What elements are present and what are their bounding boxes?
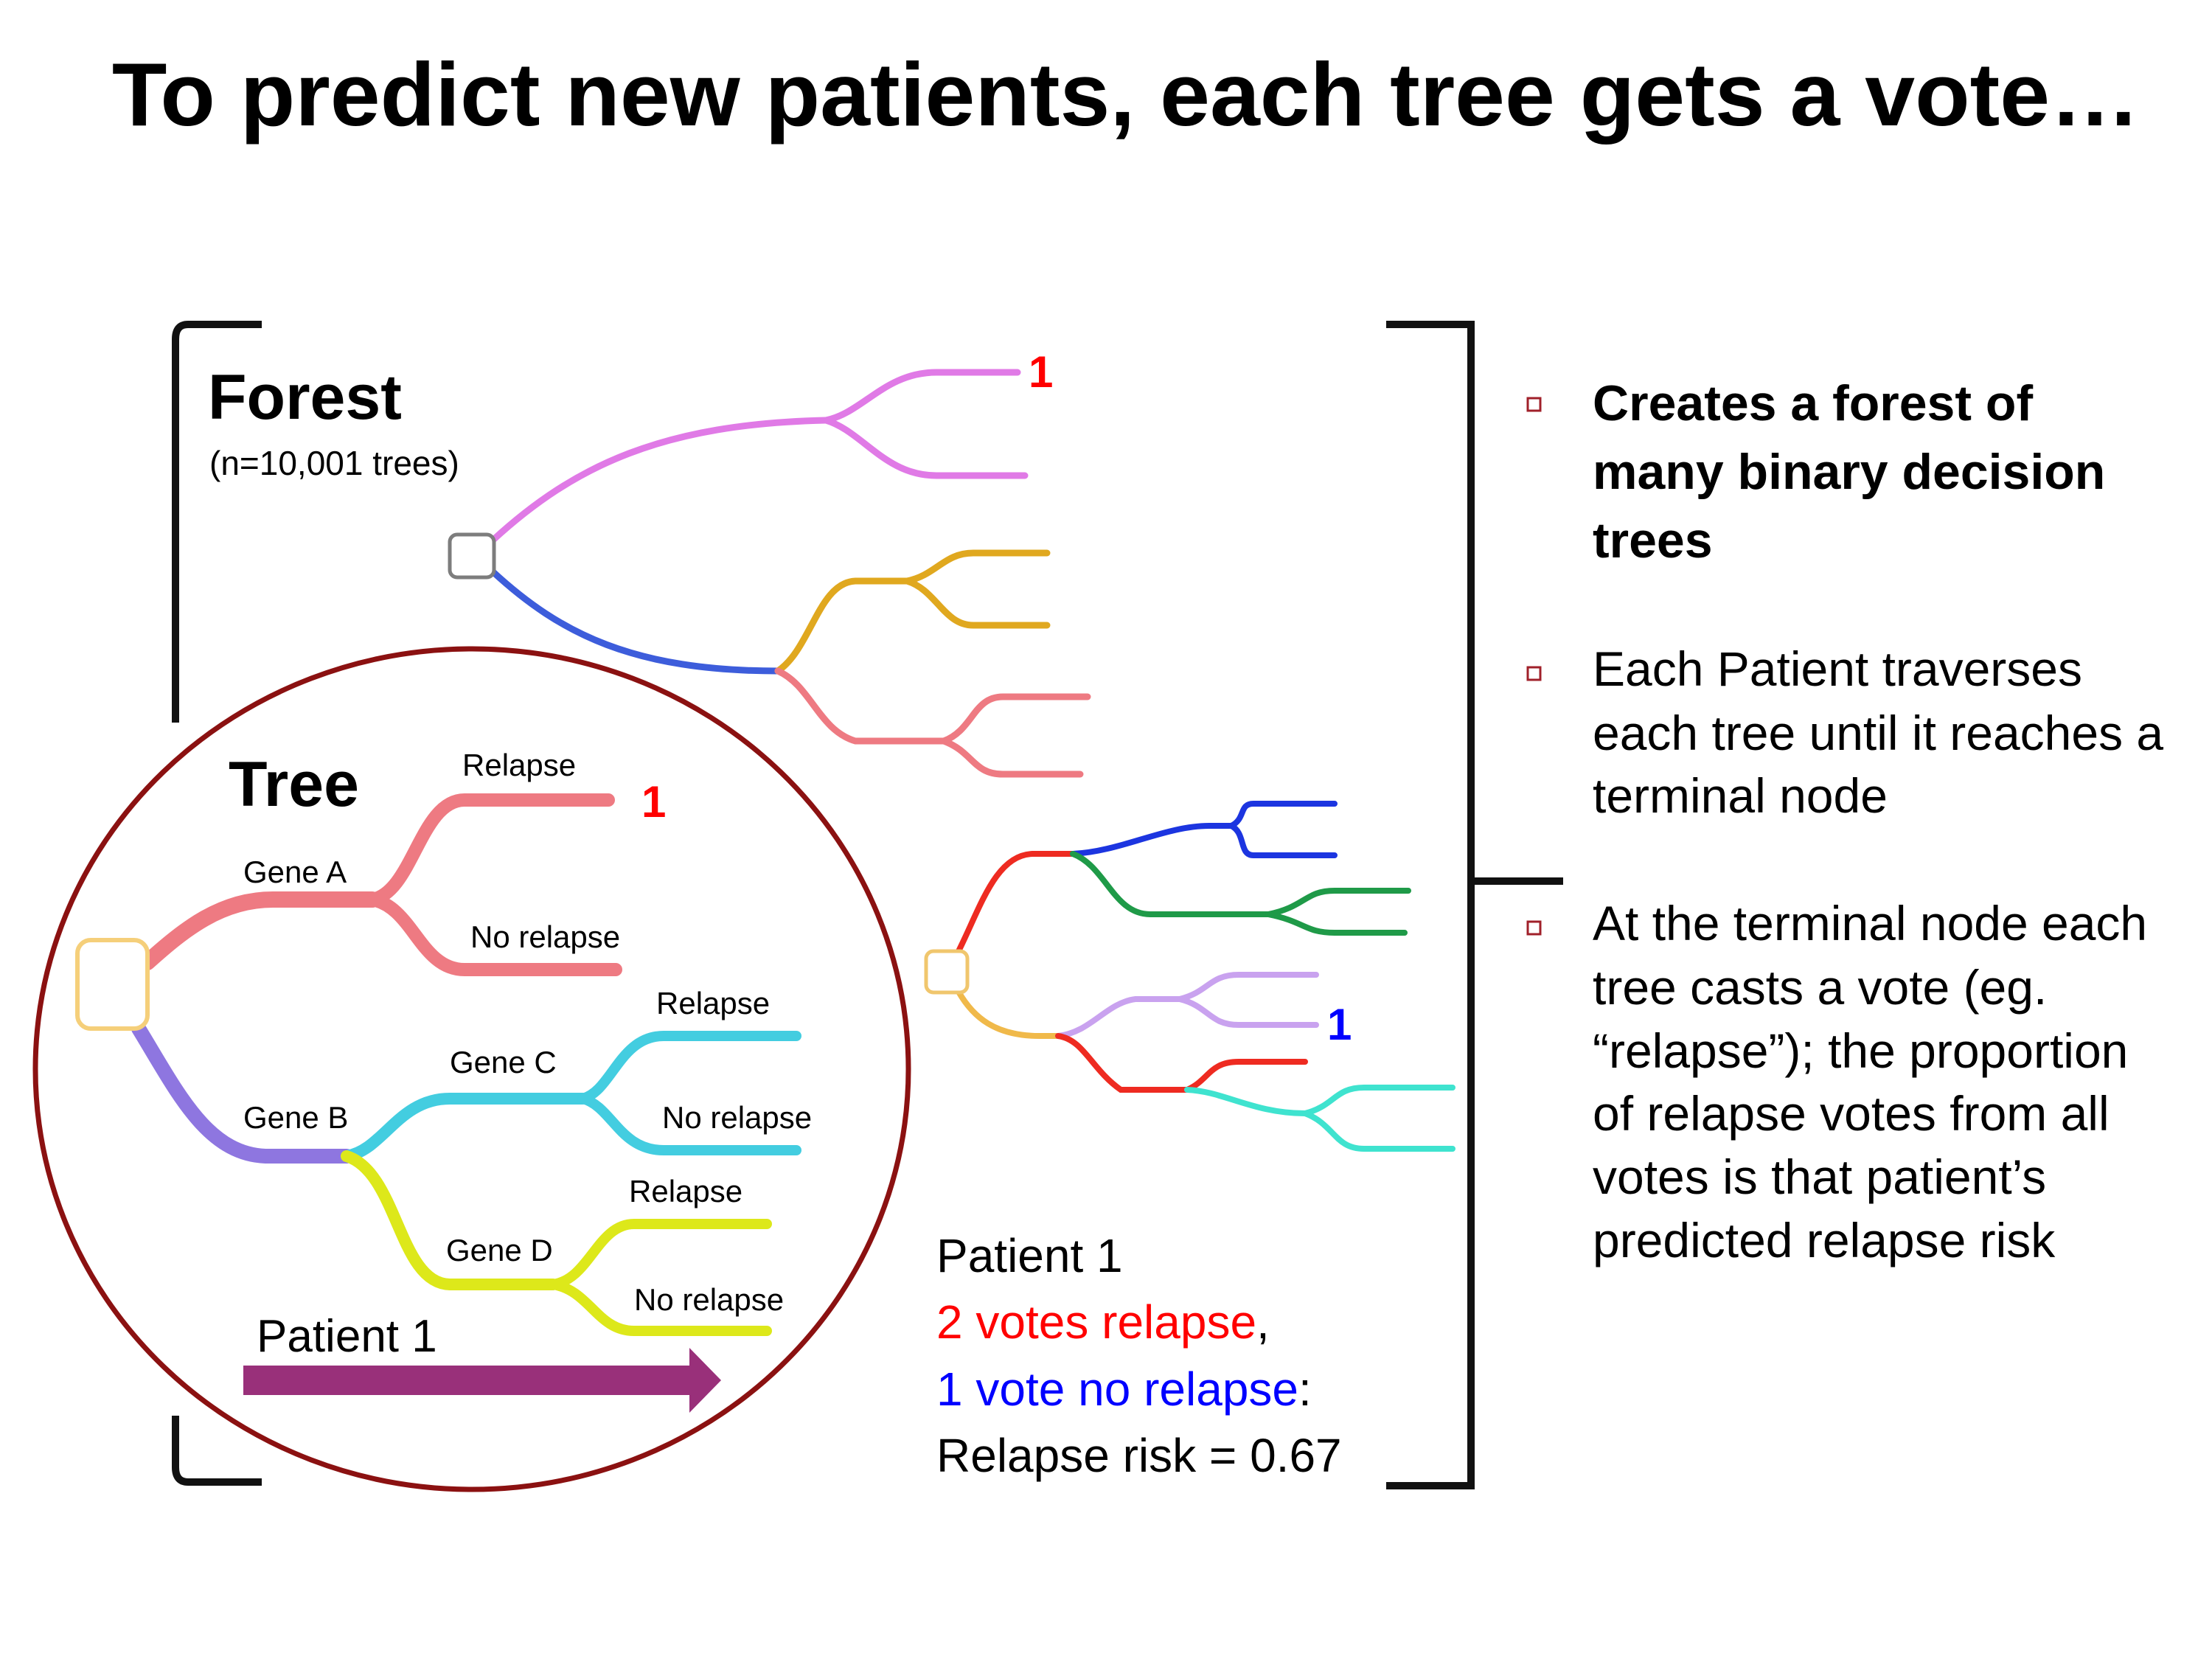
tree2-lilac-leaf-1 — [1177, 972, 1319, 1002]
forest-tree-2 — [924, 801, 1455, 1152]
tree2-green-leaf-2 — [1265, 911, 1408, 936]
tree1-branch-lower — [489, 568, 782, 675]
summary-relapse-risk: Relapse risk = 0.67 — [936, 1429, 1342, 1482]
gene-d-no-relapse-leaf — [548, 1279, 772, 1336]
outcome-d-no-relapse: No relapse — [634, 1282, 784, 1317]
bullet-3-line-2: tree casts a vote (eg. — [1593, 960, 2047, 1015]
tree1-pink-leaf-2 — [940, 737, 1084, 778]
bullet-1-line-1: Creates a forest of — [1593, 375, 2033, 431]
summary-no-relapse-votes-line: 1 vote no relapse: — [936, 1363, 1312, 1416]
gene-a-relapse-leaf — [366, 793, 615, 906]
tree1-root-node — [448, 532, 496, 580]
patient-arrow-icon — [243, 1348, 721, 1413]
summary-no-relapse-votes: 1 vote no relapse — [936, 1363, 1298, 1416]
gene-a-branch — [139, 891, 380, 970]
tree1-pink-leaf-1 — [940, 693, 1091, 745]
summary-relapse-votes-line: 2 votes relapse, — [936, 1295, 1270, 1349]
outcome-a-relapse: Relapse — [462, 748, 576, 782]
bullet-2-icon — [1526, 666, 1542, 681]
forest-subheading: (n=10,001 trees) — [209, 444, 459, 482]
tree2-lilac-leaf-2 — [1177, 996, 1319, 1028]
gene-b-label: Gene B — [243, 1100, 348, 1135]
tree1-branch-upper-leaf-2 — [822, 417, 1029, 479]
gene-d-relapse-leaf — [548, 1219, 772, 1290]
bullet-list: Creates a forest of many binary decision… — [1526, 375, 2163, 1267]
tree2-teal-leaf-2 — [1302, 1110, 1455, 1152]
gene-d-label: Gene D — [446, 1233, 553, 1267]
gene-a-label: Gene A — [243, 855, 347, 889]
tree1-branch-upper-leaf-1 — [822, 369, 1021, 424]
forest-tree-1 — [448, 369, 1091, 778]
bullet-3-line-6: predicted relapse risk — [1593, 1213, 2056, 1267]
tree-heading: Tree — [229, 749, 359, 820]
tree-patient-label: Patient 1 — [257, 1311, 437, 1362]
forest-vote-2: 1 — [1327, 1000, 1352, 1049]
tree2-red-mid — [1055, 1033, 1190, 1093]
tree2-green-mid — [1070, 851, 1271, 917]
tree2-blue-leaf-1 — [1228, 801, 1338, 829]
gene-a-no-relapse-leaf — [366, 893, 622, 976]
tree2-root-node — [924, 949, 970, 995]
bullet-3-icon — [1526, 920, 1542, 936]
tree1-orange-leaf-1 — [903, 549, 1051, 585]
bullet-3-line-4: of relapse votes from all — [1593, 1086, 2110, 1141]
summary-relapse-votes: 2 votes relapse — [936, 1295, 1256, 1349]
tree2-blue-leaf-2 — [1228, 823, 1338, 858]
tree-vote: 1 — [641, 777, 666, 827]
summary-no-relapse-suffix: : — [1298, 1363, 1312, 1416]
tree2-lilac-mid — [1055, 996, 1183, 1039]
gene-c-relapse-leaf — [577, 1031, 801, 1104]
gene-c-branch — [341, 1093, 588, 1162]
outcome-d-relapse: Relapse — [629, 1174, 742, 1208]
right-bracket — [1386, 321, 1563, 1489]
bullet-3-line-5: votes is that patient’s — [1593, 1150, 2046, 1204]
tree2-green-leaf-1 — [1265, 888, 1411, 917]
forest-heading: Forest — [208, 362, 402, 433]
bullet-2-line-2: each tree until it reaches a — [1593, 706, 2163, 760]
single-tree — [75, 793, 801, 1336]
bullet-3-line-3: “relapse”); the proportion — [1593, 1023, 2128, 1078]
bullet-1-line-2: many binary decision — [1593, 444, 2105, 500]
bullet-1-line-3: trees — [1593, 512, 1713, 568]
forest-vote-1: 1 — [1029, 347, 1053, 397]
summary-patient: Patient 1 — [936, 1229, 1123, 1282]
summary-relapse-suffix: , — [1256, 1295, 1270, 1349]
tree1-branch-upper — [489, 417, 830, 544]
tree1-mid-orange — [774, 577, 911, 675]
tree-zoom-circle — [32, 646, 911, 1492]
tree2-branch-lower — [956, 989, 1061, 1039]
bullet-1-icon — [1526, 397, 1542, 412]
bullet-2-line-3: terminal node — [1593, 768, 1888, 823]
gene-d-branch — [341, 1150, 559, 1290]
gene-b-branch — [131, 1021, 354, 1164]
left-bracket — [172, 321, 262, 1486]
tree-root-node — [75, 938, 150, 1031]
tree2-teal-mid — [1184, 1087, 1308, 1116]
gene-c-no-relapse-leaf — [577, 1093, 801, 1155]
bullet-2-line-1: Each Patient traverses — [1593, 641, 2082, 696]
bullet-3-line-1: At the terminal node each — [1593, 896, 2147, 950]
outcome-c-relapse: Relapse — [656, 986, 770, 1020]
tree2-red-leaf — [1184, 1059, 1308, 1093]
tree2-blue-mid — [1070, 823, 1234, 857]
tree1-mid-pink — [774, 667, 947, 745]
tree2-teal-leaf-1 — [1302, 1085, 1455, 1116]
tree1-orange-leaf-2 — [903, 577, 1051, 629]
page-title: To predict new patients, each tree gets … — [112, 44, 2140, 145]
outcome-c-no-relapse: No relapse — [662, 1100, 812, 1135]
tree2-branch-upper — [956, 851, 1076, 954]
gene-c-label: Gene C — [450, 1045, 557, 1079]
outcome-a-no-relapse: No relapse — [470, 919, 620, 954]
